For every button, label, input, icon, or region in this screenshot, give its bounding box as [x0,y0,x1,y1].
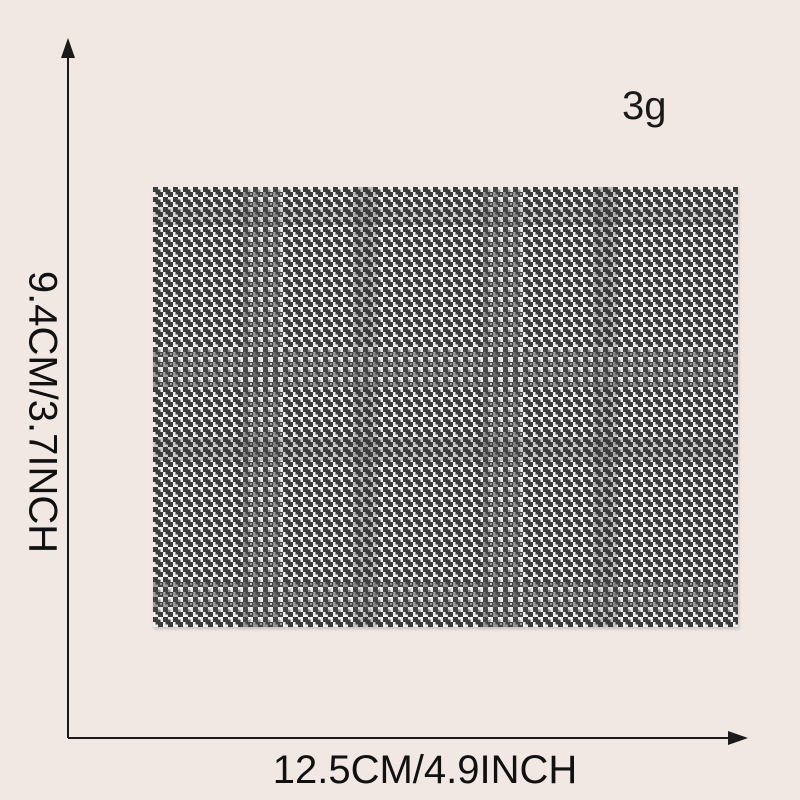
houndstooth-fabric-swatch [153,187,738,627]
weight-label: 3g [622,84,667,128]
height-dimension-label: 9.4CM/3.7INCH [20,270,65,554]
vertical-axis-arrowhead [61,38,75,58]
horizontal-axis-arrowhead [728,731,748,745]
width-dimension-label: 12.5CM/4.9INCH [272,748,578,792]
